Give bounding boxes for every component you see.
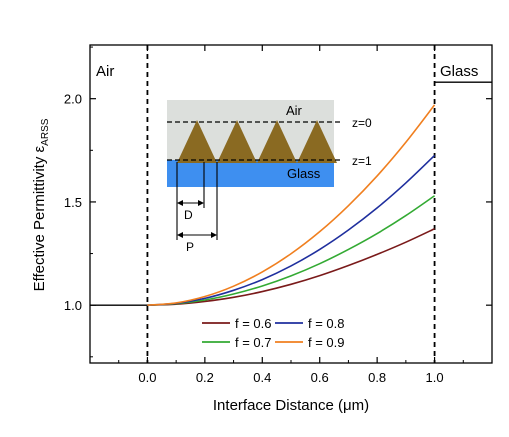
legend-label: f = 0.6 bbox=[235, 316, 272, 331]
y-tick-label: 1.0 bbox=[64, 298, 82, 313]
x-tick-label: 0.0 bbox=[138, 370, 156, 385]
legend: f = 0.6 f = 0.8 f = 0.7 f = 0.9 bbox=[202, 316, 345, 350]
inset-p-label: P bbox=[186, 240, 194, 254]
inset-cone-4 bbox=[297, 120, 337, 163]
x-axis-title: Interface Distance (μm) bbox=[213, 397, 369, 414]
series-line-4 bbox=[147, 104, 436, 306]
y-axis-title-sub: ARSS bbox=[40, 118, 51, 146]
inset-glass-layer bbox=[167, 160, 334, 187]
series-line-2 bbox=[147, 195, 436, 306]
x-tick-label: 1.0 bbox=[426, 370, 444, 385]
x-tick-label: 0.4 bbox=[253, 370, 271, 385]
inset-z0-label: z=0 bbox=[352, 116, 372, 130]
inset-d-arrowhead-left bbox=[177, 200, 183, 206]
inset-schematic: Air Glass z=0 z=1 D P bbox=[167, 100, 372, 254]
plot-frame bbox=[89, 44, 493, 364]
y-axis-title-main: Effective Permittivity ε bbox=[31, 146, 48, 292]
x-tick-label: 0.2 bbox=[196, 370, 214, 385]
legend-label: f = 0.7 bbox=[235, 335, 272, 350]
axes-layer: 0.0 0.2 0.4 0.6 0.8 1.0 1.0 1.5 2.0 bbox=[64, 45, 492, 385]
inset-glass-label: Glass bbox=[287, 166, 321, 181]
inset-p-arrowhead-left bbox=[177, 232, 183, 238]
series-layer bbox=[147, 104, 436, 306]
series-line-1 bbox=[147, 228, 435, 306]
region-label-glass: Glass bbox=[440, 63, 478, 80]
region-label-air: Air bbox=[96, 63, 114, 80]
inset-cone-3 bbox=[257, 120, 297, 163]
x-tick-label: 0.6 bbox=[311, 370, 329, 385]
x-tick-label: 0.8 bbox=[368, 370, 386, 385]
inset-cone-1 bbox=[177, 120, 217, 163]
region-structure bbox=[90, 45, 492, 363]
inset-cones bbox=[177, 120, 337, 163]
y-tick-label: 2.0 bbox=[64, 92, 82, 107]
series-line-3 bbox=[147, 154, 436, 306]
inset-z1-label: z=1 bbox=[352, 154, 372, 168]
inset-d-arrowhead-right bbox=[198, 200, 204, 206]
legend-label: f = 0.9 bbox=[308, 335, 345, 350]
legend-label: f = 0.8 bbox=[308, 316, 345, 331]
y-tick-label: 1.5 bbox=[64, 195, 82, 210]
inset-air-label: Air bbox=[286, 103, 303, 118]
inset-p-arrowhead-right bbox=[211, 232, 217, 238]
inset-d-label: D bbox=[184, 208, 193, 222]
inset-cone-2 bbox=[217, 120, 257, 163]
y-axis-title: Effective Permittivity εARSS bbox=[31, 118, 51, 291]
